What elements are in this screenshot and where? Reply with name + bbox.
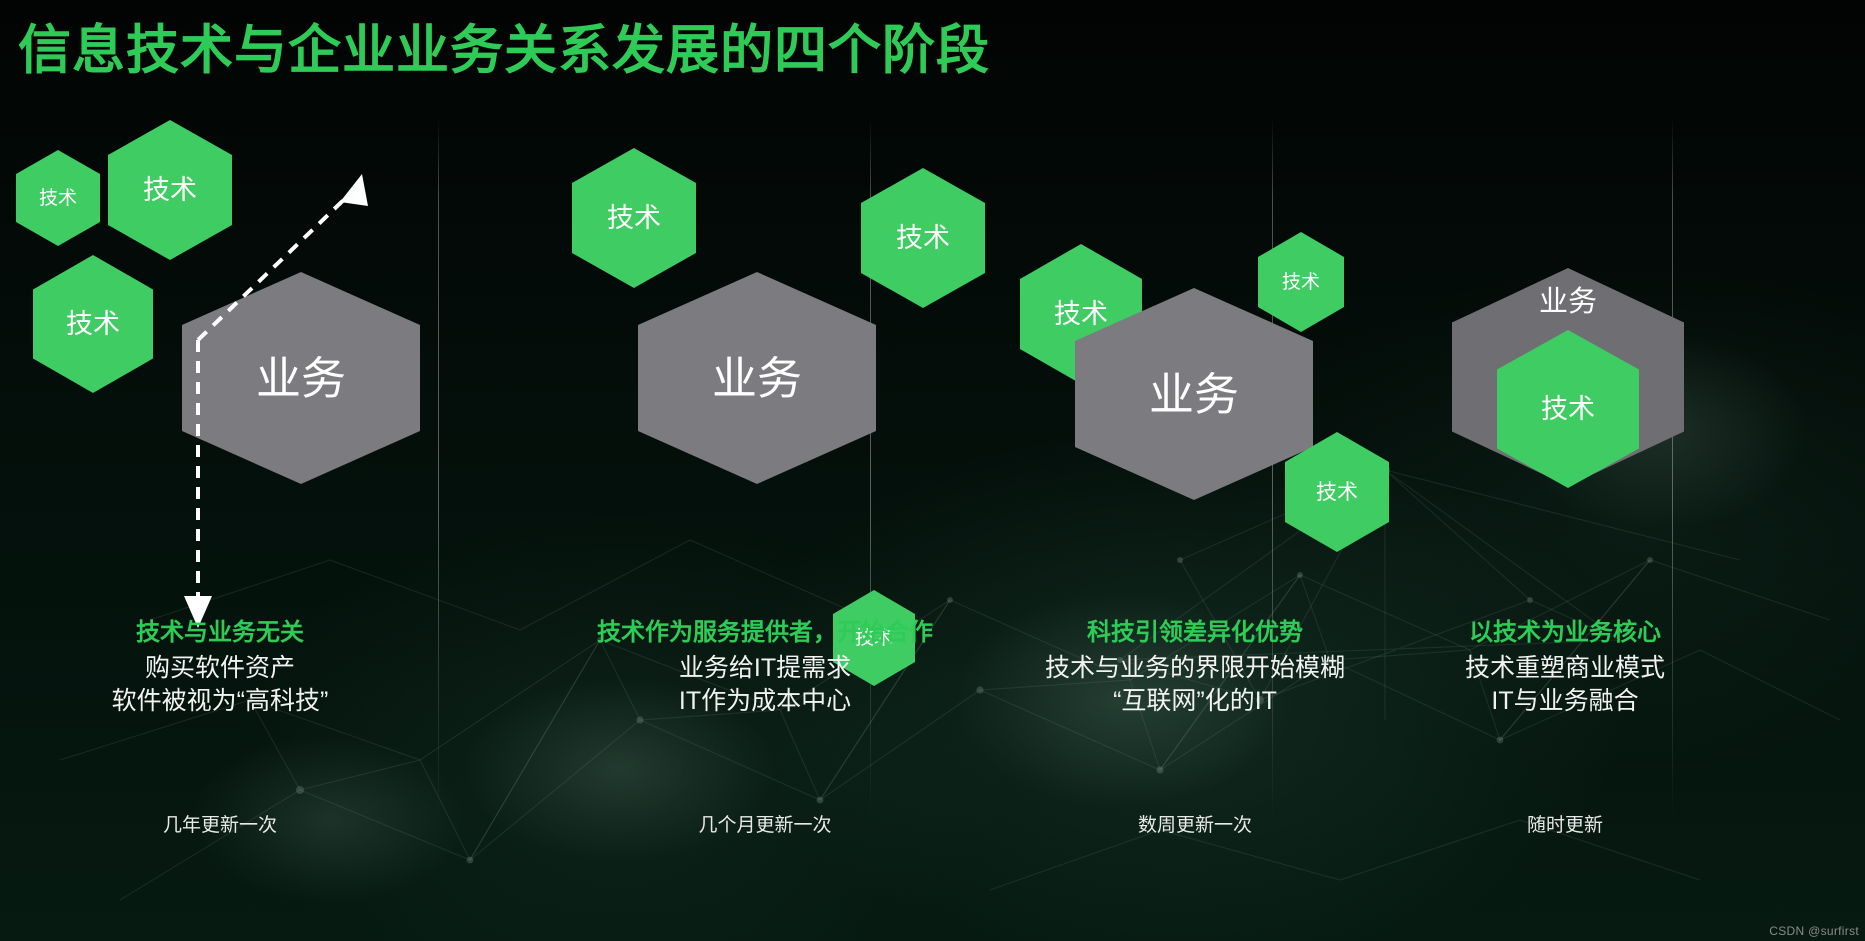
stage-1-body: 购买软件资产 软件被视为“高科技” <box>111 654 329 715</box>
hex-tech-c1-a: 技术 <box>16 150 100 246</box>
stage-4-heading: 以技术为业务核心 <box>1469 619 1661 646</box>
stage-3-heading: 科技引领差异化优势 <box>1087 619 1303 646</box>
column-divider-1 <box>438 118 439 818</box>
hex-tech-c3-b: 技术 <box>1258 232 1344 332</box>
hex-tech-c3-c: 技术 <box>1285 432 1389 552</box>
hex-tech-c2-c: 技术 <box>833 590 915 686</box>
hex-tech-c1-c: 技术 <box>33 255 153 393</box>
stage-3-body: 技术与业务的界限开始模糊 “互联网”化的IT <box>1044 654 1345 715</box>
hex-business-c2: 业务 <box>638 272 876 484</box>
stage-1-heading: 技术与业务无关 <box>136 619 304 646</box>
stage-1-footer: 几年更新一次 <box>162 815 277 836</box>
hex-tech-c2-a: 技术 <box>572 148 696 288</box>
hex-tech-c1-b: 技术 <box>108 120 232 260</box>
stage-2-heading: 技术作为服务提供者，开始合作 <box>597 619 933 646</box>
stage-4-footer: 随时更新 <box>1526 815 1603 836</box>
hex-tech-c2-b: 技术 <box>861 168 985 308</box>
stage-2-footer: 几个月更新一次 <box>698 815 832 836</box>
stage-3-footer: 数周更新一次 <box>1137 815 1252 836</box>
csdn-watermark: CSDN @surfirst <box>1769 924 1859 938</box>
page-title: 信息技术与企业业务关系发展的四个阶段 <box>18 21 990 80</box>
stage-4-body: 技术重塑商业模式 IT与业务融合 <box>1464 654 1665 715</box>
hex-business-c1: 业务 <box>182 272 420 484</box>
stage-2-body: 业务给IT提需求 IT作为成本中心 <box>678 654 852 715</box>
